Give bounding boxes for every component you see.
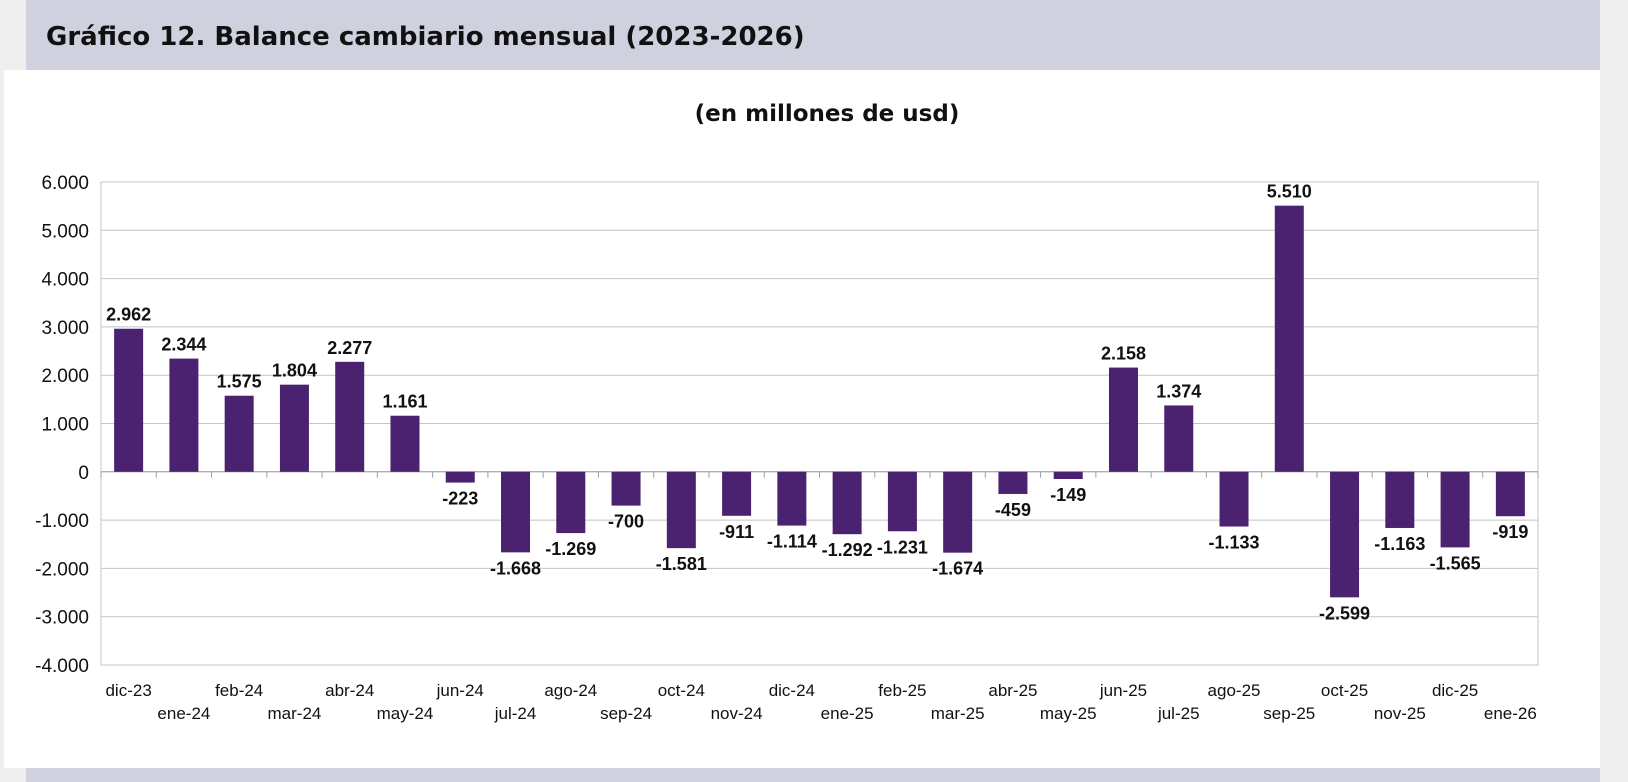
x-tick-label: jul-24 (494, 704, 537, 723)
bar (777, 471, 807, 526)
y-tick-label: 6.000 (41, 173, 89, 194)
data-label: -1.231 (877, 537, 928, 557)
x-tick-label: oct-25 (1321, 681, 1368, 700)
data-label: -1.292 (822, 540, 873, 560)
y-tick-label: -2.000 (35, 559, 89, 580)
x-tick-label: ago-25 (1208, 681, 1261, 700)
bar (611, 471, 641, 506)
x-tick-label: nov-24 (711, 704, 763, 723)
bar (1274, 205, 1304, 472)
x-tick-label: abr-24 (325, 681, 374, 700)
bar (998, 471, 1028, 494)
y-tick-label: 2.000 (41, 366, 89, 387)
data-label: 1.575 (217, 372, 262, 392)
bar (1053, 471, 1083, 479)
data-label: 2.158 (1101, 344, 1146, 364)
bar (943, 471, 973, 553)
data-label: -1.163 (1374, 534, 1425, 554)
data-label: 2.277 (327, 338, 372, 358)
y-tick-label: -1.000 (35, 511, 89, 532)
x-tick-label: dic-25 (1432, 681, 1478, 700)
bar (445, 471, 475, 483)
data-label: -223 (442, 489, 478, 509)
bar (1108, 367, 1138, 472)
data-label: -700 (608, 512, 644, 532)
bar (666, 471, 696, 549)
data-label: 2.344 (161, 335, 206, 355)
x-tick-label: mar-25 (931, 704, 985, 723)
bottom-band (26, 768, 1600, 782)
chart-title: Gráfico 12. Balance cambiario mensual (2… (46, 22, 805, 52)
x-tick-label: jul-25 (1157, 704, 1200, 723)
x-tick-label: dic-23 (105, 681, 151, 700)
x-tick-label: ene-24 (157, 704, 210, 723)
y-tick-label: -3.000 (35, 608, 89, 629)
bar-chart: 6.000 5.000 4.000 3.000 2.000 1.000 0 -1.000 -2.… (35, 173, 1539, 723)
y-tick-label: 4.000 (41, 270, 89, 291)
x-tick-label: feb-24 (215, 681, 263, 700)
x-tick-label: oct-24 (658, 681, 705, 700)
bar (335, 361, 365, 472)
bar (1385, 471, 1415, 528)
bar (556, 471, 586, 534)
y-tick-label: 5.000 (41, 221, 89, 242)
data-label: -1.674 (932, 559, 983, 579)
data-label: -1.581 (656, 554, 707, 574)
x-tick-label: ene-26 (1484, 704, 1537, 723)
data-label: -2.599 (1319, 603, 1370, 623)
bar (1330, 471, 1360, 598)
data-label: 5.510 (1267, 182, 1312, 202)
x-tick-label: may-25 (1040, 704, 1097, 723)
bar (887, 471, 917, 532)
bar (114, 328, 144, 472)
x-tick-label: jun-25 (1099, 681, 1147, 700)
data-label: -1.114 (767, 532, 817, 552)
y-tick-label: 0 (78, 463, 89, 484)
data-label: 1.804 (272, 361, 317, 381)
data-label: -1.565 (1430, 553, 1481, 573)
data-label: 1.374 (1156, 381, 1201, 401)
bar (224, 395, 254, 472)
plot-area-border (100, 181, 1539, 666)
bar (501, 471, 531, 553)
x-tick-label: sep-24 (600, 704, 652, 723)
header-band: Gráfico 12. Balance cambiario mensual (2… (26, 0, 1600, 70)
x-tick-label: abr-25 (988, 681, 1037, 700)
y-tick-label: 3.000 (41, 318, 89, 339)
x-tick-label: dic-24 (769, 681, 815, 700)
chart-panel: (en millones de usd) 6.000 5.000 4.000 3.00… (4, 70, 1600, 768)
data-label: -1.668 (490, 558, 541, 578)
bar (390, 415, 420, 472)
bar (832, 471, 862, 535)
data-label: 1.161 (382, 392, 427, 412)
bar (279, 384, 309, 472)
data-label: -911 (719, 522, 754, 542)
data-label: -919 (1492, 522, 1528, 542)
data-label: -149 (1050, 485, 1086, 505)
y-tick-label: -4.000 (35, 656, 89, 677)
data-label: -1.269 (545, 539, 596, 559)
x-tick-label: jun-24 (436, 681, 484, 700)
x-tick-label: may-24 (377, 704, 434, 723)
x-tick-label: ago-24 (544, 681, 597, 700)
y-tick-label: 1.000 (41, 415, 89, 436)
x-tick-label: sep-25 (1263, 704, 1315, 723)
chart-subtitle: (en millones de usd) (694, 101, 960, 127)
bar (1219, 471, 1249, 527)
x-tick-label: nov-25 (1374, 704, 1426, 723)
data-label: 2.962 (106, 305, 151, 325)
data-label: -1.133 (1208, 533, 1259, 553)
bar (1495, 471, 1525, 517)
bar (169, 358, 199, 472)
bar (1440, 471, 1470, 548)
x-tick-label: ene-25 (821, 704, 874, 723)
data-label: -459 (995, 500, 1031, 520)
x-tick-label: feb-25 (878, 681, 926, 700)
bar (722, 471, 752, 516)
x-tick-label: mar-24 (268, 704, 322, 723)
bar (1164, 405, 1194, 472)
